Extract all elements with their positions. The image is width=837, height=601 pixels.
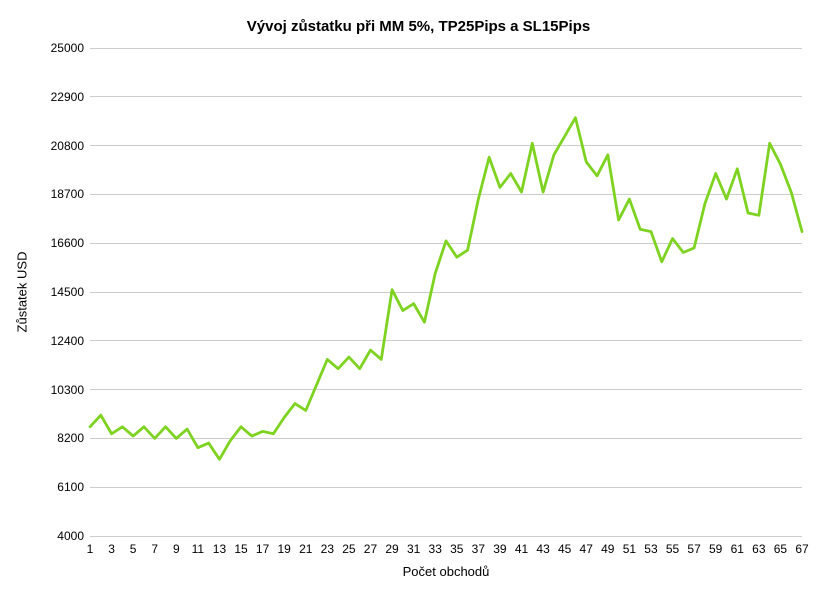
- balance-series-line: [90, 118, 802, 460]
- line-plot: [0, 0, 837, 601]
- chart-container: Vývoj zůstatku při MM 5%, TP25Pips a SL1…: [0, 0, 837, 601]
